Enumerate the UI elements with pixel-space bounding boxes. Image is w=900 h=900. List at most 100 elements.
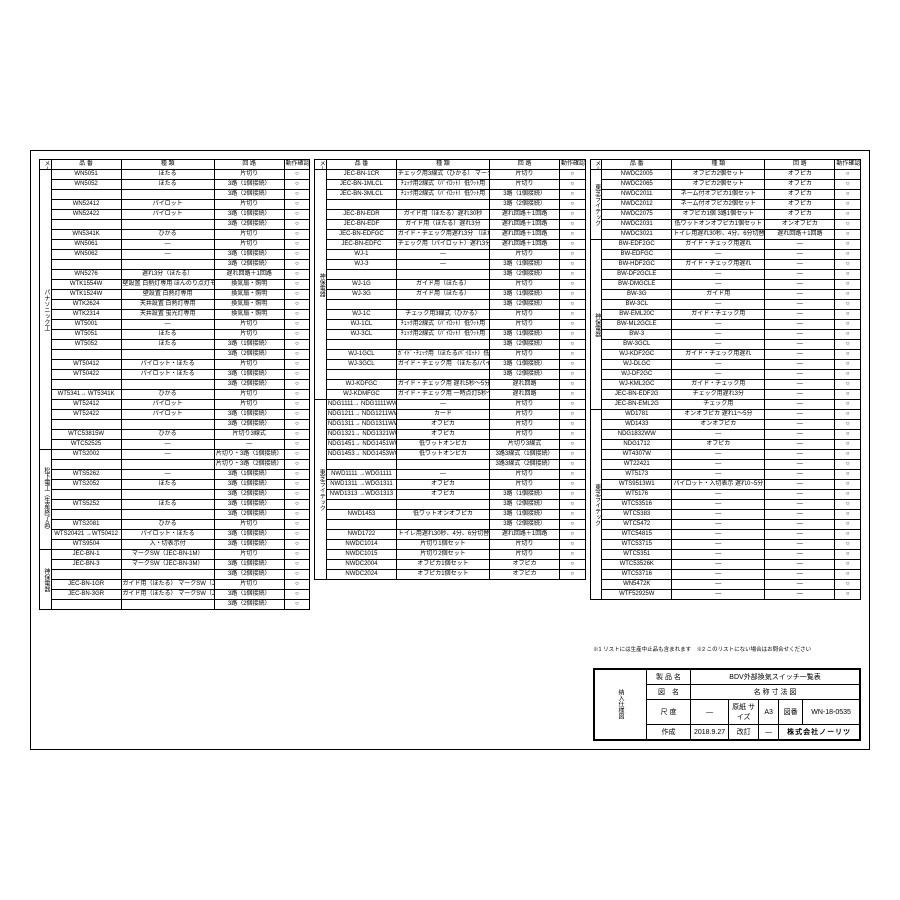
data-cell: ○ — [559, 430, 585, 440]
table-row: BW-EML20Cガイド・チェック用—○ — [590, 310, 860, 320]
data-cell: WTS2052 — [51, 480, 121, 490]
data-cell: ○ — [284, 200, 310, 210]
table-row: NDG1832WW——○ — [590, 430, 860, 440]
table-row: 神保電器JEC-BN-1CRチェック用3線式（ひかる） マークSW（JEC-BN… — [315, 170, 585, 180]
data-cell: オンオフピカ — [672, 420, 765, 430]
data-cell: ほたる — [121, 480, 214, 490]
data-cell: ○ — [835, 340, 861, 350]
table-row: 3路（2個接続）○ — [40, 600, 310, 610]
data-cell: WN5472K — [602, 580, 672, 590]
data-cell: — — [765, 560, 835, 570]
data-cell: NDG1453→ NDG1453WW — [326, 450, 396, 460]
data-cell: — — [765, 540, 835, 550]
data-cell — [51, 460, 121, 470]
table-row: NWDC1014片切り1個セット片切り○ — [315, 540, 585, 550]
tb-paper-label: 原紙 サイズ — [729, 700, 759, 725]
table-row: WN5472K——○ — [590, 580, 860, 590]
data-cell: ○ — [284, 240, 310, 250]
data-cell: ○ — [284, 250, 310, 260]
table-row: 3路（2個接続）○ — [315, 200, 585, 210]
data-cell: ○ — [284, 580, 310, 590]
data-cell: — — [765, 440, 835, 450]
table-row: 3路3線式（2個接続）○ — [315, 460, 585, 470]
data-cell: 換気扇・照明 — [214, 300, 284, 310]
data-cell: NDG1211→ NDG1211WW — [326, 410, 396, 420]
data-cell: WTK1524W — [51, 290, 121, 300]
data-cell: 片切り — [214, 550, 284, 560]
data-cell: ○ — [559, 420, 585, 430]
table-row: NWDC2065オフピカ2個セットオフピカ○ — [590, 180, 860, 190]
data-cell: ガイド用（ほたる）遅れ30秒 — [396, 210, 489, 220]
data-cell: 3路（1個接続） — [214, 210, 284, 220]
data-cell: WD1433 — [602, 420, 672, 430]
table-row: 3路（2個接続）○ — [315, 300, 585, 310]
table-row: JEC-BN-3GRガイド用（ほたる） マークSW（JEC-BN-3MGR）3路… — [40, 590, 310, 600]
tb-leftlabel: 納入仕様図 — [616, 689, 625, 719]
data-cell: WTC53715 — [602, 540, 672, 550]
data-cell: ガイド用（ほたる） マークSW（JEC-BN-1MGR） — [121, 580, 214, 590]
data-cell: チェック用遅れ3分 — [672, 390, 765, 400]
data-cell: ○ — [559, 210, 585, 220]
data-cell: ○ — [284, 340, 310, 350]
data-cell — [121, 350, 214, 360]
data-cell: — — [672, 500, 765, 510]
tb-rev-label: 改訂 — [729, 725, 759, 740]
data-cell: ○ — [284, 350, 310, 360]
table-row: JEC-BN-EDFCチェック用（パイロット）遅れ3分遅れ回路＋1回路○ — [315, 240, 585, 250]
table-row: 3路（2個接続）○ — [315, 520, 585, 530]
data-cell: ○ — [284, 170, 310, 180]
data-cell: WTS20421 →WT50412 — [51, 530, 121, 540]
data-cell: 3路（2個接続） — [490, 200, 560, 210]
data-cell: — — [121, 440, 214, 450]
data-cell: WTC52525 — [51, 440, 121, 450]
data-cell: 3路（2個接続） — [214, 350, 284, 360]
table-row: NDG1453→ NDG1453WW低ワットオンピカ3路3線式（1個接続）○ — [315, 450, 585, 460]
data-cell: ほたる — [121, 500, 214, 510]
data-cell: ○ — [835, 510, 861, 520]
data-cell: NDG1451→ NDG1451WW — [326, 440, 396, 450]
data-cell: — — [396, 260, 489, 270]
hdr-circuit: 回 路 — [765, 160, 835, 170]
data-cell: ひかる — [121, 390, 214, 400]
data-cell: ○ — [559, 310, 585, 320]
table-row: NDG1311→ NDG1311WWオフピカ片切り○ — [315, 420, 585, 430]
data-cell: ○ — [559, 180, 585, 190]
table-row: NDG1451→ NDG1451WW低ワットオンピカ片切り3線式○ — [315, 440, 585, 450]
data-cell: NWDC3021 — [602, 230, 672, 240]
data-cell: ガイド用 — [672, 290, 765, 300]
tb-drawno: WN-18-0535 — [803, 700, 860, 725]
data-cell: ○ — [284, 390, 310, 400]
data-cell: — — [672, 490, 765, 500]
data-cell: WT5173 — [602, 470, 672, 480]
data-cell: 3路（1個接続） — [214, 370, 284, 380]
data-cell: BW-DMGCLE — [602, 280, 672, 290]
data-cell: ○ — [284, 440, 310, 450]
data-cell: ﾁｪｯｸ用2線式（ﾊﾟｲﾛｯﾄ）低ﾜｯﾄ用 — [396, 180, 489, 190]
data-cell — [396, 370, 489, 380]
data-cell: 片切り — [490, 180, 560, 190]
table-row: WTC5351——○ — [590, 550, 860, 560]
table-row: BW-3CL——○ — [590, 300, 860, 310]
data-cell: パイロット・入切表示 遅れ0~5分 — [672, 480, 765, 490]
data-cell: — — [672, 360, 765, 370]
data-cell: JEC-BN-EDFC — [326, 240, 396, 250]
data-cell: ガイド・チェック用遅れ — [672, 350, 765, 360]
table-row: WJ-KDFGCガイド・チェック用 遅れ5秒〜5分可変 （ほたる/パイロット）遅… — [315, 380, 585, 390]
hdr-circuit: 回 路 — [214, 160, 284, 170]
data-cell: ○ — [284, 380, 310, 390]
hdr-circuit: 回 路 — [490, 160, 560, 170]
data-cell: パイロット — [121, 200, 214, 210]
data-cell: — — [765, 480, 835, 490]
data-cell: WTC5383 — [602, 510, 672, 520]
table-row: 3路（2個接続）○ — [40, 420, 310, 430]
data-cell: ○ — [559, 470, 585, 480]
data-cell: 3路（1個接続） — [490, 490, 560, 500]
data-cell: 片切り・3路（2個接続） — [214, 460, 284, 470]
data-cell — [326, 370, 396, 380]
data-cell: ○ — [284, 310, 310, 320]
data-cell: 片切り — [214, 580, 284, 590]
data-cell: WJ-KDF2GC — [602, 350, 672, 360]
data-cell: カード — [396, 410, 489, 420]
data-cell: ○ — [835, 260, 861, 270]
table-row: NWDC2004オフピカ1個セットオフピカ○ — [315, 560, 585, 570]
